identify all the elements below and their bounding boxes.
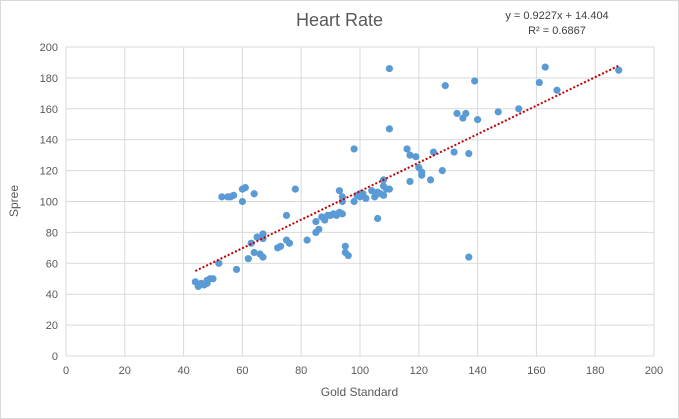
data-point [406, 177, 414, 186]
data-point [465, 150, 473, 158]
trendline-layer [194, 64, 620, 272]
data-point [253, 233, 261, 241]
data-point [406, 151, 414, 159]
data-point [474, 116, 482, 124]
data-point [218, 193, 226, 201]
y-tick-label: 60 [46, 258, 58, 270]
data-point [250, 190, 258, 198]
data-point [374, 214, 382, 223]
data-point [515, 105, 523, 113]
y-tick-label: 200 [40, 42, 58, 54]
x-tick-label: 160 [527, 365, 545, 377]
data-point [385, 65, 393, 73]
y-tick-label: 40 [46, 289, 58, 301]
data-point [553, 86, 561, 94]
data-point [471, 77, 479, 85]
data-point [368, 187, 376, 195]
data-point [450, 148, 458, 156]
data-point [441, 82, 449, 90]
data-point [285, 239, 294, 247]
y-tick-label: 100 [40, 197, 58, 209]
data-point [259, 230, 267, 238]
data-point [341, 242, 349, 250]
r-squared: R² = 0.6867 [528, 25, 586, 37]
chart-title: Heart Rate [295, 10, 384, 30]
data-point [259, 253, 267, 261]
x-tick-label: 20 [119, 365, 131, 377]
gridlines [65, 46, 655, 357]
data-point [453, 109, 461, 118]
data-point [282, 211, 291, 220]
data-point [541, 63, 549, 71]
data-point [438, 167, 446, 175]
x-tick-label: 120 [410, 365, 428, 377]
data-point [615, 66, 623, 74]
data-point [379, 191, 388, 199]
x-tick-label: 0 [63, 365, 69, 377]
trendline-equation: y = 0.9227x + 14.404 [505, 10, 609, 22]
data-point [312, 217, 320, 226]
data-point [362, 194, 370, 203]
data-point [238, 197, 246, 206]
data-points [191, 63, 623, 291]
data-point [335, 187, 344, 195]
data-point [244, 255, 252, 263]
data-point [462, 109, 470, 118]
data-point [315, 225, 323, 233]
data-point [403, 145, 411, 153]
data-point [209, 275, 217, 283]
data-point [494, 108, 502, 116]
data-point [350, 197, 358, 206]
data-point [426, 176, 435, 184]
y-tick-label: 180 [40, 73, 58, 85]
data-point [250, 248, 258, 257]
data-point [535, 78, 543, 87]
data-point [418, 171, 426, 179]
data-point [385, 185, 393, 193]
data-point [303, 236, 311, 244]
trendline-label: y = 0.9227x + 14.404 R² = 0.6867 [492, 9, 622, 39]
data-point [229, 191, 238, 199]
y-tick-label: 160 [40, 104, 58, 116]
y-tick-label: 0 [52, 351, 58, 363]
data-point [277, 242, 285, 250]
x-tick-label: 40 [177, 365, 189, 377]
data-point [465, 253, 473, 261]
data-point [385, 125, 393, 133]
data-point [344, 251, 352, 260]
x-tick-label: 80 [295, 365, 307, 377]
data-point [241, 183, 249, 192]
data-point [412, 153, 420, 161]
x-tick-label: 200 [645, 365, 663, 377]
data-point [350, 145, 358, 153]
data-point [232, 265, 241, 274]
data-point [203, 276, 211, 284]
trendline [194, 64, 620, 272]
y-tick-label: 20 [46, 320, 58, 332]
data-point [291, 185, 299, 193]
data-point [247, 239, 255, 247]
x-tick-label: 60 [236, 365, 248, 377]
y-tick-label: 120 [40, 166, 58, 178]
y-tick-label: 80 [46, 227, 58, 239]
data-point [215, 259, 223, 267]
x-axis-label: Gold Standard [320, 385, 399, 399]
x-tick-label: 180 [586, 365, 604, 377]
data-point [429, 148, 438, 156]
x-tick-label: 140 [468, 365, 486, 377]
y-tick-label: 140 [40, 135, 58, 147]
x-tick-label: 100 [351, 365, 369, 377]
tick-labels: 0 20 40 60 80 100 120 140 160 180 200 0 20 40 60 80 100 1… [40, 42, 664, 377]
data-point [338, 210, 346, 218]
